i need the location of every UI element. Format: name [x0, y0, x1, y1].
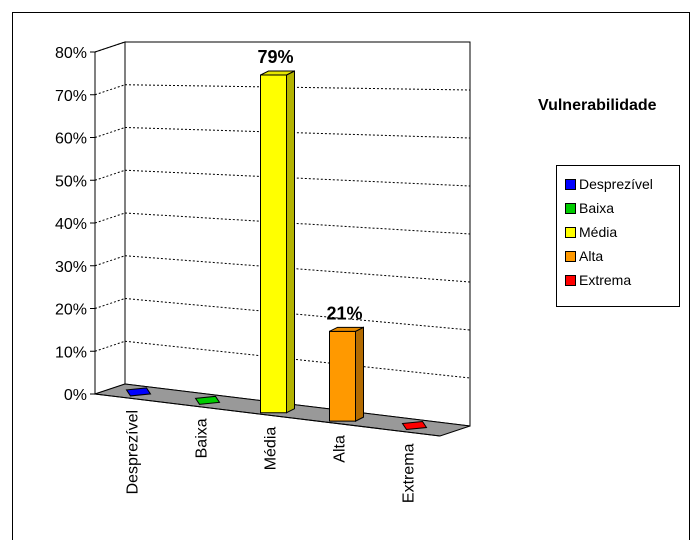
y-tick-label: 80%	[55, 45, 87, 62]
y-tick-label: 30%	[55, 259, 87, 276]
gridline	[94, 340, 126, 352]
legend-item: Alta	[557, 244, 679, 268]
gridline	[94, 41, 126, 53]
legend-item: Baixa	[557, 196, 679, 220]
legend-swatch	[565, 226, 576, 238]
legend-swatch	[565, 202, 576, 214]
gridline	[124, 169, 471, 187]
gridline	[94, 255, 126, 267]
y-tick-label: 0%	[64, 387, 87, 404]
legend-swatch	[565, 274, 576, 286]
gridline	[124, 212, 471, 235]
x-tick-label: Média	[263, 427, 280, 471]
bar	[260, 74, 287, 414]
gridline	[124, 298, 471, 331]
gridline	[94, 84, 126, 96]
y-tick-label: 10%	[55, 344, 87, 361]
gridline	[94, 169, 126, 181]
gridline	[124, 255, 471, 283]
legend-label: Desprezível	[579, 176, 653, 192]
bar-top	[260, 70, 295, 76]
gridline	[124, 127, 471, 139]
bar-side	[286, 70, 295, 414]
bar-side	[355, 326, 364, 422]
legend-item: Desprezível	[557, 172, 679, 196]
x-tick-label: Desprezível	[125, 410, 142, 494]
legend-label: Média	[579, 224, 618, 240]
y-tick-label: 40%	[55, 216, 87, 233]
legend-label: Extrema	[579, 272, 632, 288]
gridline	[94, 212, 126, 224]
side-wall	[94, 41, 126, 395]
bar-top	[329, 326, 364, 332]
y-tick-label: 60%	[55, 131, 87, 148]
y-tick-label: 70%	[55, 88, 87, 105]
data-label: 21%	[326, 303, 362, 323]
bar	[329, 330, 356, 422]
legend-label: Alta	[579, 248, 604, 264]
legend-swatch	[565, 178, 576, 190]
x-tick-label: Extrema	[401, 443, 418, 503]
legend: Desprezível Baixa Média Alta Extrema	[556, 165, 680, 307]
legend-label: Baixa	[579, 200, 615, 216]
y-tick-label: 50%	[55, 173, 87, 190]
data-label: 79%	[257, 47, 293, 67]
gridline	[94, 127, 126, 138]
gridline	[124, 84, 471, 91]
x-tick-label: Alta	[332, 435, 349, 463]
x-axis	[94, 393, 441, 437]
bar	[125, 387, 152, 397]
chart-title: Vulnerabilidade	[538, 97, 657, 114]
legend-item: Extrema	[557, 268, 679, 292]
legend-swatch	[565, 250, 576, 262]
gridline	[94, 298, 126, 309]
back-wall	[124, 41, 471, 427]
bar	[401, 421, 428, 431]
legend-item: Média	[557, 220, 679, 244]
x-tick-label: Baixa	[194, 418, 211, 458]
y-tick-label: 20%	[55, 302, 87, 319]
bar	[194, 395, 221, 405]
gridline	[124, 340, 471, 379]
